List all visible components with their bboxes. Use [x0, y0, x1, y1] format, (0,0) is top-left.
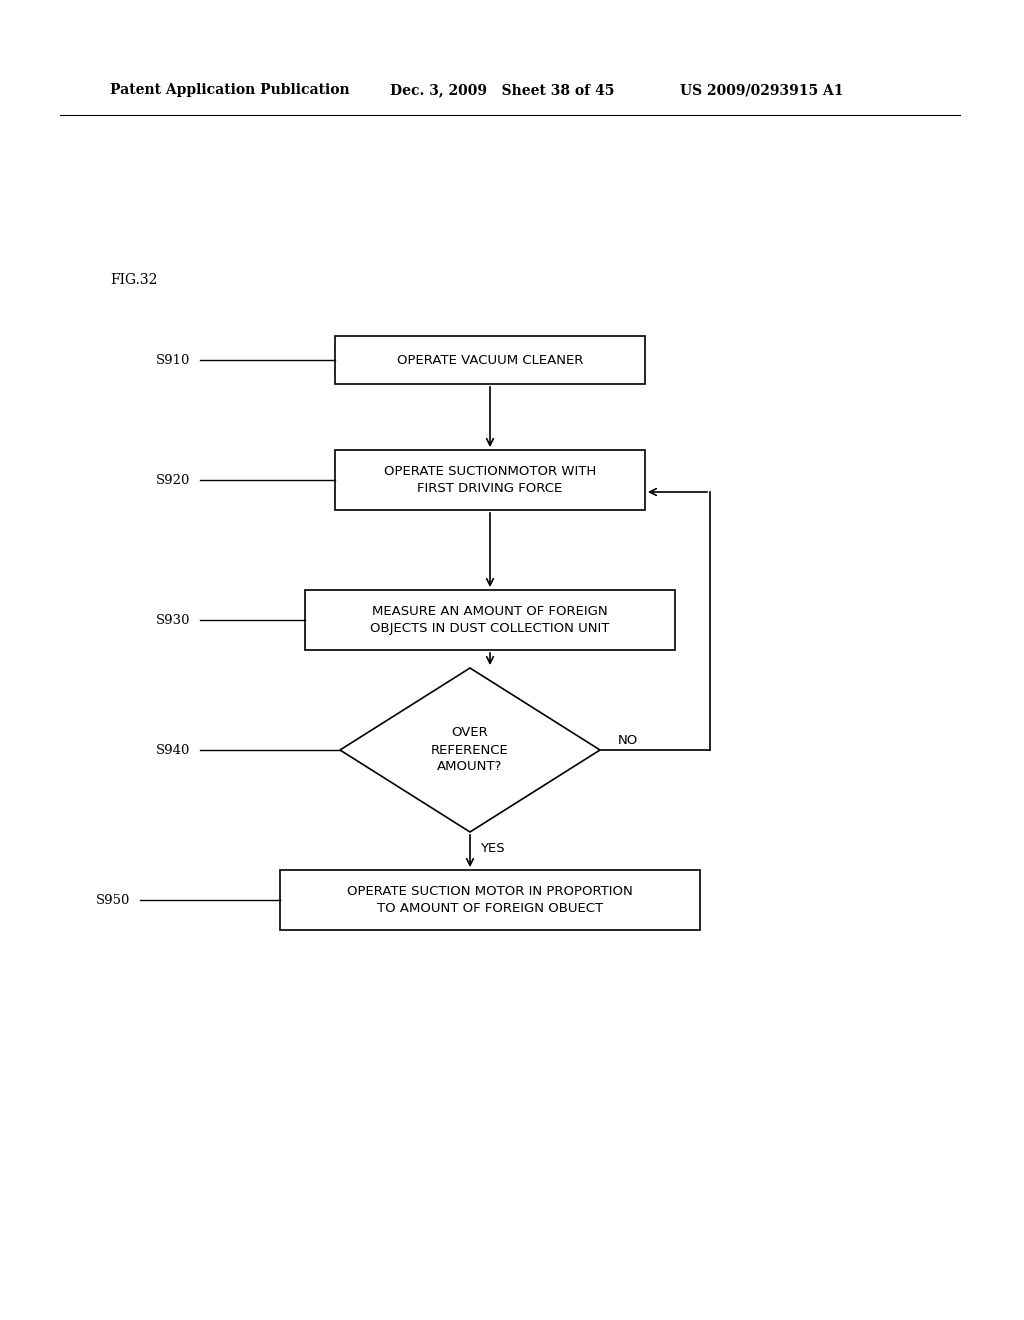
Text: Dec. 3, 2009   Sheet 38 of 45: Dec. 3, 2009 Sheet 38 of 45: [390, 83, 614, 96]
Polygon shape: [340, 668, 600, 832]
Bar: [305, 590, 675, 649]
Text: S930: S930: [156, 614, 190, 627]
Text: OPERATE VACUUM CLEANER: OPERATE VACUUM CLEANER: [397, 354, 584, 367]
Text: YES: YES: [480, 842, 505, 854]
Bar: [280, 870, 700, 931]
Text: FIG.32: FIG.32: [110, 273, 158, 286]
Text: MEASURE AN AMOUNT OF FOREIGN
OBJECTS IN DUST COLLECTION UNIT: MEASURE AN AMOUNT OF FOREIGN OBJECTS IN …: [371, 605, 609, 635]
Text: S940: S940: [156, 743, 190, 756]
Bar: [335, 337, 645, 384]
Text: S950: S950: [95, 894, 130, 907]
Text: S920: S920: [156, 474, 190, 487]
Text: OVER
REFERENCE
AMOUNT?: OVER REFERENCE AMOUNT?: [431, 726, 509, 774]
Text: OPERATE SUCTIONMOTOR WITH
FIRST DRIVING FORCE: OPERATE SUCTIONMOTOR WITH FIRST DRIVING …: [384, 465, 596, 495]
Text: NO: NO: [618, 734, 638, 747]
Text: US 2009/0293915 A1: US 2009/0293915 A1: [680, 83, 844, 96]
Text: Patent Application Publication: Patent Application Publication: [110, 83, 349, 96]
Text: S910: S910: [156, 354, 190, 367]
Text: OPERATE SUCTION MOTOR IN PROPORTION
TO AMOUNT OF FOREIGN OBUECT: OPERATE SUCTION MOTOR IN PROPORTION TO A…: [347, 884, 633, 915]
Bar: [335, 450, 645, 510]
